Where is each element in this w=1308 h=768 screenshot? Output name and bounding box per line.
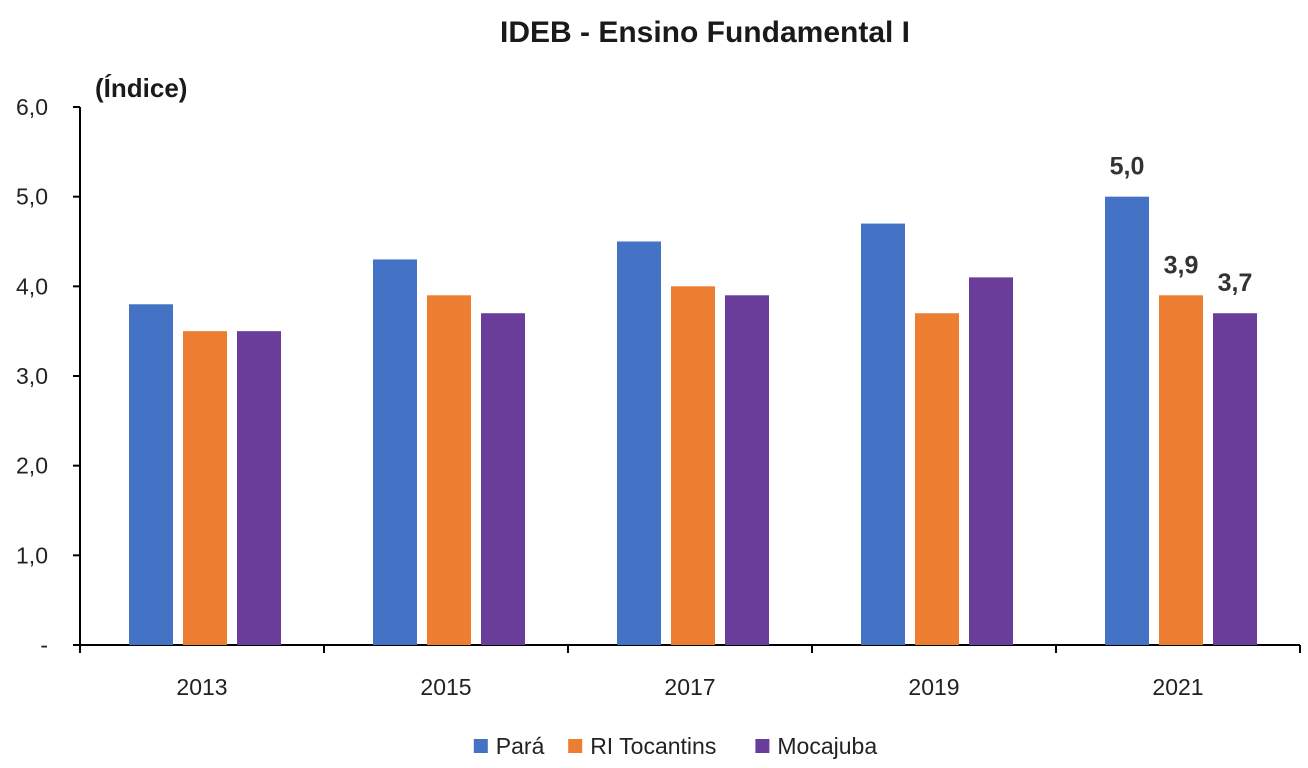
bar-2017-0 [617, 241, 661, 645]
data-label: 3,9 [1164, 251, 1199, 279]
y-tick-label: 2,0 [16, 453, 48, 479]
legend-swatch [473, 739, 488, 753]
bar-2019-0 [861, 223, 905, 646]
legend-swatch [755, 739, 770, 753]
bar-2017-2 [725, 295, 769, 645]
y-tick-label: - [40, 632, 48, 658]
chart-title: IDEB - Ensino Fundamental I [500, 16, 910, 49]
bar-2013-2 [237, 331, 281, 645]
bar-2017-1 [671, 286, 715, 645]
x-tick-label: 2019 [908, 674, 959, 700]
legend: Pará RI Tocantins Mocajuba [473, 733, 877, 759]
bar-2021-0 [1105, 196, 1149, 645]
bar-2013-1 [183, 331, 227, 645]
data-label: 3,7 [1218, 269, 1253, 297]
bar-2015-0 [373, 259, 417, 645]
bar-2021-2 [1213, 313, 1257, 645]
data-label: 5,0 [1110, 153, 1145, 181]
bar-2015-1 [427, 295, 471, 645]
y-tick-label: 5,0 [16, 184, 48, 210]
y-tick-label: 3,0 [16, 363, 48, 389]
x-tick-label: 2021 [1152, 674, 1203, 700]
y-tick-label: 1,0 [16, 542, 48, 568]
y-axis-label: (Índice) [95, 73, 187, 103]
legend-label: Mocajuba [777, 733, 877, 759]
bar-2019-2 [969, 277, 1013, 645]
bar-2021-1 [1159, 295, 1203, 645]
legend-label: RI Tocantins [590, 733, 716, 759]
bar-2013-0 [129, 304, 173, 645]
x-tick-label: 2017 [664, 674, 715, 700]
legend-swatch [568, 739, 583, 753]
plot-area: - 1,0 2,0 3,0 4,0 5,0 6,0 2013 2015 2017 2019 2021 5… [16, 94, 1301, 700]
bar-2015-2 [481, 313, 525, 645]
x-tick-label: 2015 [420, 674, 471, 700]
y-tick-label: 4,0 [16, 273, 48, 299]
y-tick-label: 6,0 [16, 94, 48, 120]
legend-label: Pará [496, 733, 545, 759]
bar-2019-1 [915, 313, 959, 645]
x-tick-label: 2013 [176, 674, 227, 700]
